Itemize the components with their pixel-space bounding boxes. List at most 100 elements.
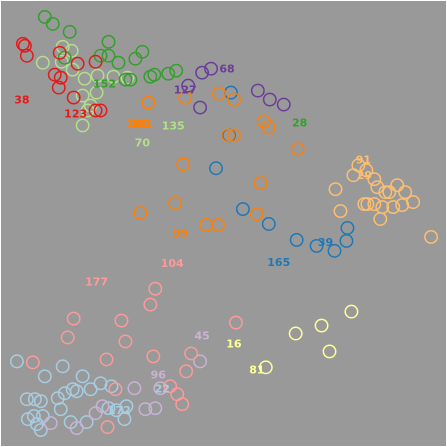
point-s8-4 bbox=[161, 66, 176, 81]
point-s1-5 bbox=[148, 401, 163, 416]
point-s10-1 bbox=[88, 103, 103, 118]
point-s3-4 bbox=[344, 304, 359, 319]
data-label-s9-0: 127 bbox=[174, 84, 197, 97]
data-label-s5-0: 29 bbox=[357, 169, 372, 182]
point-s0-24 bbox=[65, 382, 80, 397]
point-s0-3 bbox=[26, 409, 41, 424]
point-s0-17 bbox=[83, 382, 98, 397]
point-s8-5 bbox=[169, 63, 184, 78]
data-label-s1-0: 96 bbox=[151, 368, 167, 381]
point-s1-2 bbox=[88, 406, 103, 421]
point-s2-5 bbox=[184, 346, 199, 361]
data-label-s7-0: 70 bbox=[135, 136, 151, 149]
point-s3-2 bbox=[288, 326, 303, 341]
point-s8-3 bbox=[147, 67, 162, 82]
point-s8-9 bbox=[135, 44, 150, 59]
point-s10-2 bbox=[66, 90, 81, 105]
point-s0-19 bbox=[104, 379, 119, 394]
point-s9-4 bbox=[181, 78, 196, 93]
point-s2-10 bbox=[66, 311, 81, 326]
point-s2-7 bbox=[99, 352, 114, 367]
point-s8-11 bbox=[62, 24, 77, 39]
point-s3-1 bbox=[322, 344, 337, 359]
data-label-s1-1: 45 bbox=[194, 329, 209, 342]
data-label-s2-1: 104 bbox=[161, 257, 184, 270]
point-s2-14 bbox=[228, 315, 243, 330]
point-s2-15 bbox=[25, 355, 40, 370]
point-s9-6 bbox=[204, 61, 219, 76]
point-s5-14 bbox=[328, 182, 343, 197]
data-label-s9-1: 68 bbox=[219, 63, 234, 76]
point-s0-13 bbox=[27, 392, 42, 407]
point-s0-21 bbox=[9, 354, 24, 369]
point-s5-4 bbox=[367, 197, 382, 212]
point-s5-17 bbox=[359, 163, 374, 178]
point-s2-6 bbox=[146, 349, 161, 364]
point-s0-14 bbox=[50, 391, 65, 406]
point-s0-8 bbox=[101, 401, 116, 416]
point-s10-9 bbox=[19, 48, 34, 63]
point-s5-13 bbox=[357, 197, 372, 212]
point-s1-7 bbox=[153, 381, 168, 396]
point-s4-7 bbox=[209, 161, 223, 176]
point-s4-5 bbox=[261, 217, 276, 231]
point-s4-1 bbox=[327, 243, 342, 258]
point-s0-12 bbox=[19, 392, 34, 407]
data-label-s3-1: 16 bbox=[226, 337, 242, 350]
point-s6-3 bbox=[168, 196, 183, 211]
point-s8-6 bbox=[111, 55, 126, 70]
point-s5-0 bbox=[424, 229, 439, 244]
point-s7-5 bbox=[77, 71, 92, 86]
point-s3-0 bbox=[258, 360, 273, 375]
point-s1-1 bbox=[69, 421, 84, 436]
point-s5-16 bbox=[351, 158, 366, 173]
point-s6-11 bbox=[227, 128, 241, 143]
point-s2-11 bbox=[114, 313, 129, 328]
point-s7-10 bbox=[54, 54, 69, 69]
point-s6-9 bbox=[261, 120, 276, 135]
point-s2-16 bbox=[108, 382, 123, 397]
point-s4-6 bbox=[235, 202, 250, 217]
point-s1-6 bbox=[127, 381, 142, 396]
point-s4-4 bbox=[289, 232, 304, 247]
point-s2-4 bbox=[179, 364, 194, 379]
data-label-s10-0: 38 bbox=[14, 94, 29, 107]
data-label-s7-1: 135 bbox=[162, 119, 185, 132]
point-s0-11 bbox=[33, 394, 48, 409]
point-s9-5 bbox=[195, 65, 210, 80]
point-s8-8 bbox=[128, 51, 143, 66]
point-s10-8 bbox=[52, 45, 67, 60]
point-s8-12 bbox=[45, 16, 60, 31]
point-s7-8 bbox=[120, 70, 135, 85]
point-s6-7 bbox=[290, 142, 305, 157]
data-label-s3-0: 81 bbox=[249, 363, 264, 376]
point-s5-8 bbox=[406, 195, 421, 210]
data-label-s6-2: 161 bbox=[130, 117, 153, 130]
data-label-s6-1: 160 bbox=[127, 117, 150, 130]
point-s5-10 bbox=[390, 178, 405, 193]
data-label-s4-1: 39 bbox=[318, 236, 333, 249]
point-s5-2 bbox=[333, 204, 348, 219]
point-s8-13 bbox=[37, 9, 52, 24]
point-s2-0 bbox=[100, 420, 115, 435]
point-s2-13 bbox=[148, 281, 163, 296]
point-s8-10 bbox=[101, 34, 116, 49]
point-s10-11 bbox=[15, 36, 30, 51]
point-s10-7 bbox=[88, 54, 103, 69]
point-s2-8 bbox=[118, 334, 133, 349]
data-label-s10-1: 123 bbox=[64, 107, 87, 120]
point-s6-10 bbox=[221, 128, 235, 143]
point-s5-5 bbox=[375, 200, 390, 215]
point-s3-3 bbox=[314, 318, 329, 333]
point-s6-5 bbox=[253, 176, 268, 191]
point-s0-7 bbox=[79, 415, 94, 430]
point-s10-3 bbox=[51, 80, 66, 95]
point-s9-2 bbox=[250, 83, 265, 98]
point-s7-3 bbox=[89, 85, 104, 100]
data-label-s2-0: 177 bbox=[85, 276, 108, 289]
data-label-s6-0: 99 bbox=[173, 227, 188, 240]
point-s5-11 bbox=[382, 185, 397, 200]
point-s7-0 bbox=[75, 118, 90, 133]
